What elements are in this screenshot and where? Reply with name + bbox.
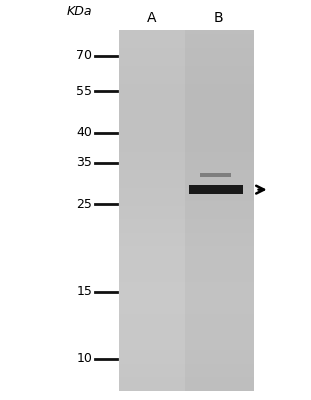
Bar — [118, 80, 254, 84]
Bar — [118, 197, 254, 201]
Bar — [200, 172, 231, 176]
Text: 35: 35 — [77, 156, 92, 169]
Bar — [118, 219, 254, 224]
Bar — [118, 346, 254, 350]
Text: 10: 10 — [77, 352, 92, 366]
Bar — [118, 296, 254, 300]
Bar — [118, 142, 254, 147]
Bar — [118, 224, 254, 228]
Bar — [118, 188, 254, 192]
Bar — [118, 183, 254, 188]
Bar — [118, 201, 254, 206]
Bar — [118, 323, 254, 328]
Bar — [118, 251, 254, 255]
Bar — [118, 282, 254, 287]
Bar — [118, 62, 254, 66]
Bar — [118, 210, 254, 215]
Bar — [118, 359, 254, 364]
Bar — [118, 228, 254, 233]
Bar — [118, 156, 254, 161]
Bar — [189, 185, 243, 194]
Bar — [118, 233, 254, 237]
Bar — [118, 192, 254, 197]
Bar — [118, 336, 254, 341]
Bar — [118, 328, 254, 332]
Bar — [118, 111, 254, 116]
Text: B: B — [214, 11, 224, 25]
Bar — [118, 106, 254, 111]
Bar — [118, 206, 254, 210]
Bar — [118, 377, 254, 382]
Bar — [118, 368, 254, 373]
Text: 15: 15 — [77, 285, 92, 298]
Text: 55: 55 — [76, 85, 92, 98]
Bar — [118, 278, 254, 282]
Bar — [118, 215, 254, 219]
Bar — [118, 88, 254, 93]
Bar — [118, 93, 254, 98]
Bar — [118, 48, 254, 52]
Bar — [118, 52, 254, 57]
Bar — [118, 43, 254, 48]
Bar — [118, 70, 254, 75]
Bar — [118, 373, 254, 377]
Bar — [118, 30, 254, 391]
Bar — [118, 75, 254, 80]
Bar — [118, 287, 254, 292]
Bar — [118, 147, 254, 152]
Bar — [118, 354, 254, 359]
Bar — [118, 152, 254, 156]
Bar — [118, 102, 254, 106]
Bar — [118, 332, 254, 336]
Bar — [118, 170, 254, 174]
Bar — [118, 386, 254, 391]
Bar — [118, 260, 254, 264]
Bar — [118, 341, 254, 346]
Bar — [118, 98, 254, 102]
Text: 40: 40 — [77, 126, 92, 140]
Bar — [118, 274, 254, 278]
Bar — [118, 120, 254, 124]
Bar — [118, 57, 254, 62]
Bar — [185, 30, 254, 391]
Bar — [118, 255, 254, 260]
Bar — [118, 364, 254, 368]
Bar — [118, 269, 254, 274]
Bar — [118, 39, 254, 43]
Bar — [118, 165, 254, 170]
Bar — [118, 134, 254, 138]
Bar — [118, 310, 254, 314]
Bar — [118, 300, 254, 305]
Bar — [118, 350, 254, 354]
Bar — [118, 179, 254, 183]
Text: 70: 70 — [76, 49, 92, 62]
Bar — [118, 242, 254, 246]
Bar — [118, 30, 185, 391]
Bar — [118, 314, 254, 318]
Bar — [118, 292, 254, 296]
Bar — [118, 116, 254, 120]
Bar — [118, 305, 254, 310]
Bar — [118, 84, 254, 88]
Bar — [118, 124, 254, 129]
Bar — [118, 129, 254, 134]
Text: A: A — [147, 11, 156, 25]
Bar — [118, 237, 254, 242]
Bar — [118, 264, 254, 269]
Bar — [118, 30, 254, 34]
Text: 25: 25 — [77, 198, 92, 211]
Bar — [118, 382, 254, 386]
Bar — [118, 318, 254, 323]
Bar — [118, 34, 254, 39]
Bar — [118, 161, 254, 165]
Bar — [118, 66, 254, 70]
Bar — [118, 138, 254, 142]
Bar — [118, 246, 254, 251]
Text: KDa: KDa — [67, 5, 92, 18]
Bar — [118, 174, 254, 179]
